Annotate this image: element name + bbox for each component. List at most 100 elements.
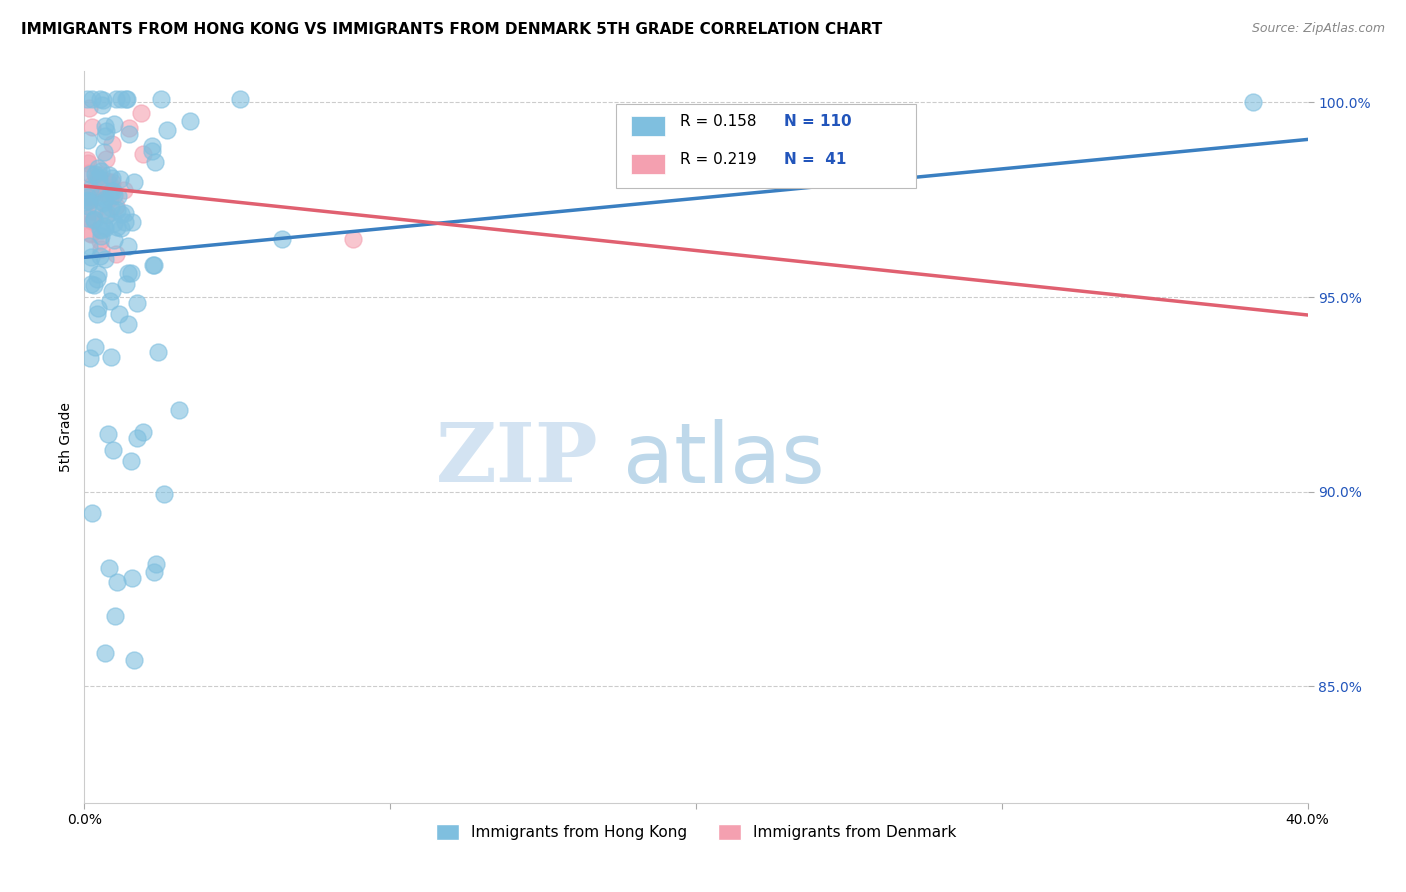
- Point: [89, 249, 111, 263]
- Point: [76, 190, 98, 204]
- Point: [77, 194, 100, 209]
- Point: [94, 129, 117, 144]
- Point: [117, 266, 139, 280]
- Point: [96, 174, 118, 188]
- Legend: Immigrants from Hong Kong, Immigrants from Denmark: Immigrants from Hong Kong, Immigrants fr…: [430, 818, 962, 847]
- Point: [90, 163, 112, 178]
- Point: [93, 219, 115, 233]
- Point: [103, 233, 125, 247]
- Point: [91, 93, 114, 107]
- Point: [101, 175, 124, 189]
- Point: [114, 92, 136, 106]
- Point: [82, 186, 104, 201]
- Point: [94, 647, 117, 661]
- Point: [121, 571, 143, 585]
- Point: [86, 307, 108, 321]
- Point: [77, 210, 100, 224]
- Point: [1241, 95, 1264, 110]
- Point: [97, 207, 120, 221]
- Text: N =  41: N = 41: [785, 153, 846, 168]
- Point: [83, 213, 105, 227]
- Point: [87, 173, 110, 187]
- Point: [90, 242, 112, 256]
- Point: [118, 121, 141, 136]
- Point: [143, 154, 166, 169]
- Point: [87, 188, 110, 202]
- Point: [77, 238, 100, 252]
- Point: [76, 153, 98, 167]
- Point: [79, 167, 101, 181]
- Point: [87, 267, 110, 281]
- Point: [103, 609, 125, 624]
- Point: [94, 153, 117, 167]
- Point: [114, 206, 136, 220]
- Point: [93, 186, 115, 200]
- Point: [229, 92, 252, 106]
- Point: [142, 258, 165, 272]
- Point: [82, 506, 104, 520]
- Point: [96, 426, 118, 441]
- Point: [145, 557, 167, 571]
- Point: [89, 181, 111, 195]
- Point: [86, 272, 108, 286]
- Point: [98, 176, 121, 190]
- Point: [100, 184, 122, 198]
- Point: [94, 252, 117, 267]
- Point: [117, 239, 139, 253]
- Point: [91, 194, 114, 209]
- Point: [89, 178, 111, 192]
- Point: [100, 350, 122, 364]
- Point: [107, 189, 129, 203]
- Point: [80, 178, 103, 193]
- Point: [148, 345, 170, 359]
- Point: [79, 351, 101, 366]
- Point: [80, 184, 103, 198]
- Point: [105, 199, 128, 213]
- Point: [77, 156, 100, 170]
- Point: [83, 278, 105, 293]
- Point: [86, 301, 108, 315]
- Point: [93, 119, 115, 133]
- Point: [122, 653, 145, 667]
- Point: [93, 145, 115, 159]
- Point: [84, 340, 107, 354]
- Point: [142, 258, 165, 272]
- Point: [79, 181, 101, 195]
- Point: [104, 92, 127, 106]
- Point: [80, 277, 103, 292]
- Point: [94, 178, 117, 193]
- Point: [80, 120, 103, 134]
- Point: [169, 403, 191, 417]
- Point: [83, 205, 105, 219]
- Point: [149, 92, 172, 106]
- Point: [121, 215, 143, 229]
- Text: N = 110: N = 110: [785, 114, 852, 129]
- Point: [79, 226, 101, 240]
- Point: [91, 196, 114, 211]
- Point: [105, 202, 128, 217]
- Point: [108, 306, 131, 320]
- Text: Source: ZipAtlas.com: Source: ZipAtlas.com: [1251, 22, 1385, 36]
- Point: [80, 213, 103, 227]
- Point: [79, 194, 101, 208]
- Text: IMMIGRANTS FROM HONG KONG VS IMMIGRANTS FROM DENMARK 5TH GRADE CORRELATION CHART: IMMIGRANTS FROM HONG KONG VS IMMIGRANTS …: [21, 22, 883, 37]
- Point: [112, 183, 135, 197]
- Point: [76, 188, 98, 202]
- Point: [117, 317, 139, 331]
- Point: [110, 207, 132, 221]
- Point: [77, 255, 100, 269]
- Point: [103, 184, 125, 198]
- Point: [91, 202, 114, 217]
- Point: [77, 193, 100, 207]
- Point: [76, 92, 98, 106]
- Point: [120, 266, 142, 280]
- Point: [143, 566, 166, 580]
- Point: [93, 220, 115, 235]
- Point: [79, 166, 101, 180]
- Point: [100, 180, 122, 194]
- Point: [342, 232, 364, 246]
- Point: [114, 215, 136, 229]
- Point: [90, 229, 112, 244]
- Point: [86, 161, 108, 176]
- Point: [110, 92, 132, 106]
